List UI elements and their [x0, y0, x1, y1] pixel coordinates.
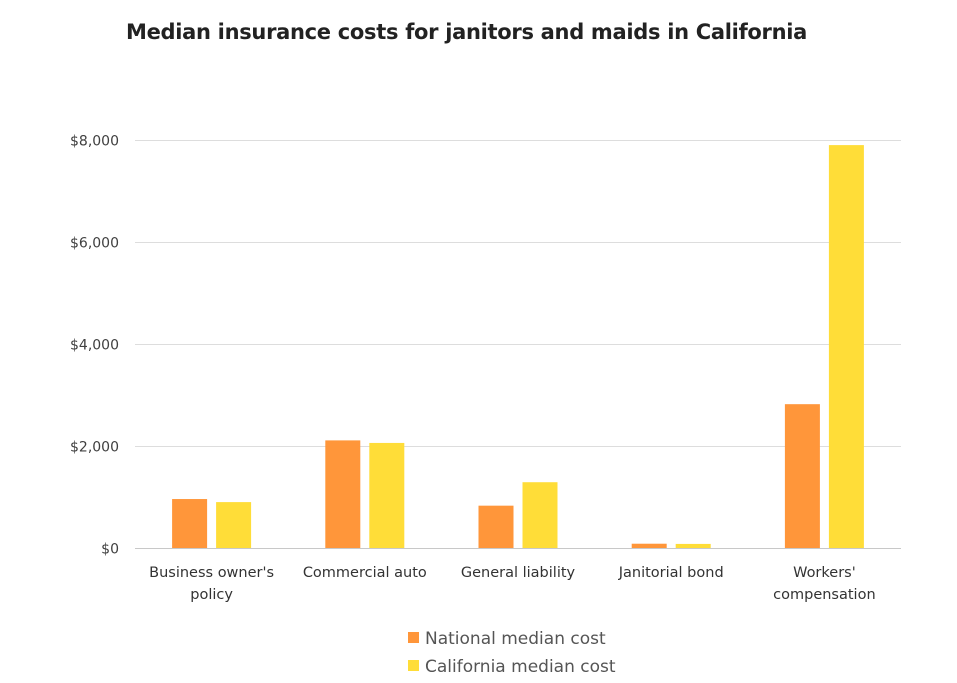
legend-swatch: [408, 660, 419, 671]
bar-national: [784, 404, 820, 548]
x-category-label: Janitorial bond: [618, 565, 724, 581]
legend-label: National median cost: [425, 629, 606, 649]
x-category-label: Business owner's: [149, 565, 274, 581]
gridlines: [135, 140, 901, 549]
chart-title: Median insurance costs for janitors and …: [125, 20, 808, 44]
bar-national: [478, 505, 514, 548]
bar-california: [828, 145, 864, 548]
x-category-label: Commercial auto: [303, 565, 427, 581]
y-tick-label: $4,000: [70, 338, 119, 354]
legend: National median cost California median co…: [408, 629, 616, 677]
y-tick-label: $6,000: [70, 236, 119, 252]
y-tick-label: $0: [101, 542, 119, 558]
bar-national: [172, 499, 208, 548]
y-tick-label: $8,000: [70, 134, 119, 150]
bar-california: [216, 502, 252, 548]
x-category-label: Workers': [793, 565, 856, 581]
bar-california: [522, 482, 558, 548]
x-category-label: compensation: [773, 587, 876, 603]
y-tick-label: $2,000: [70, 440, 119, 456]
bar-california: [369, 442, 405, 548]
x-category-label: General liability: [461, 565, 576, 581]
bars: [172, 145, 864, 548]
y-axis-ticks: $0 $2,000 $4,000 $6,000 $8,000: [70, 134, 119, 558]
bar-california: [675, 543, 711, 548]
legend-swatch: [408, 632, 419, 643]
bar-national: [631, 543, 667, 548]
legend-label: California median cost: [425, 657, 616, 677]
x-axis-categories: Business owner's policy Commercial auto Gen…: [149, 565, 876, 603]
x-category-label: policy: [190, 587, 233, 603]
bar-national: [325, 440, 361, 548]
